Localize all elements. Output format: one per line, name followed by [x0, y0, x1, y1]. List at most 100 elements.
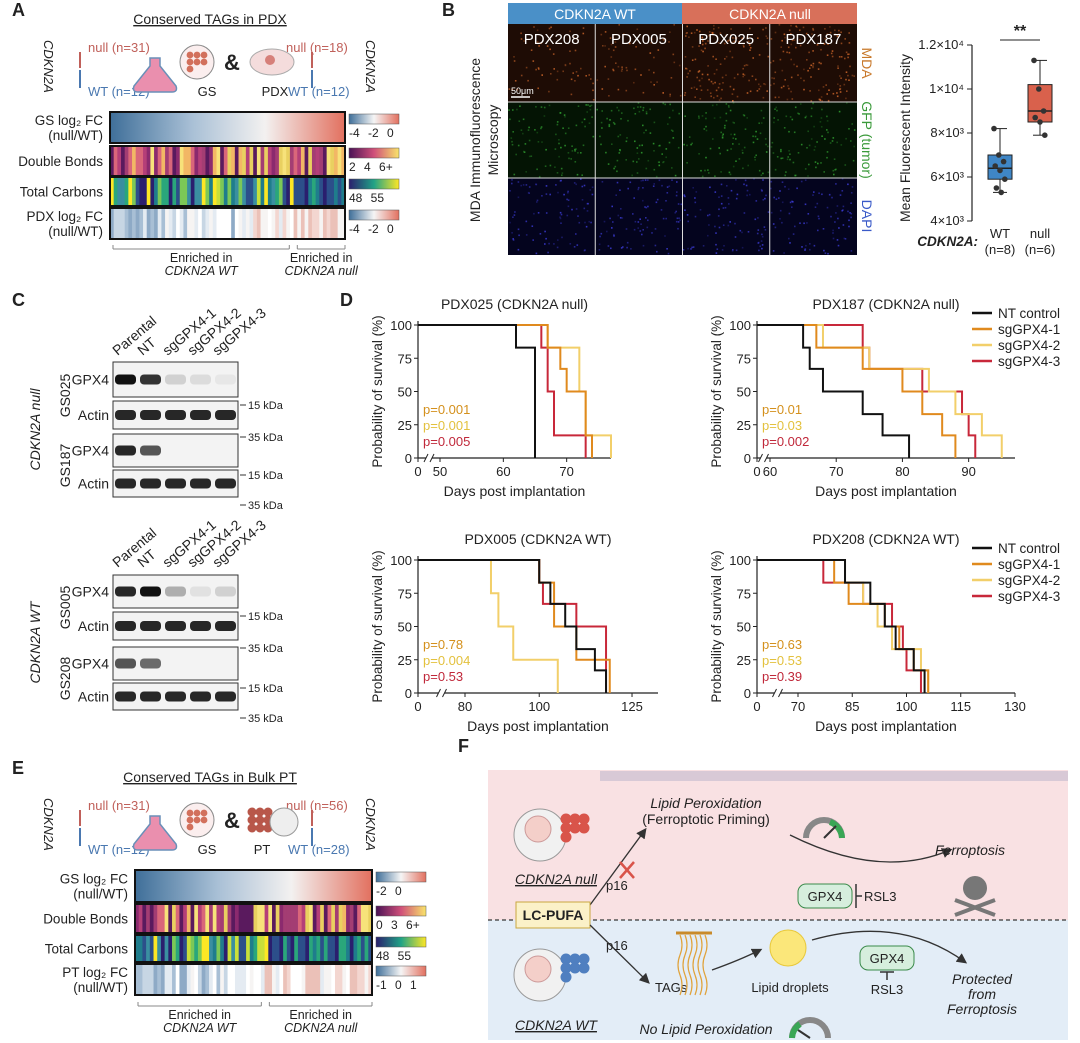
heatmap-cell	[322, 146, 328, 176]
micrograph-speck	[745, 184, 748, 187]
micrograph-speck	[539, 233, 542, 235]
micrograph-speck	[701, 175, 704, 178]
heatmap-cell	[121, 177, 126, 206]
micrograph-speck	[784, 36, 786, 39]
micrograph-speck	[560, 222, 562, 224]
heatmap-cell	[286, 177, 291, 206]
heatmap-cell	[186, 935, 192, 962]
heatmap-cell	[294, 904, 299, 933]
band	[165, 586, 186, 597]
heatmap-cell	[176, 177, 181, 206]
protein-label: GPX4	[72, 656, 110, 672]
micrograph-speck	[540, 126, 543, 128]
data-point	[1040, 108, 1047, 114]
micrograph-speck	[849, 65, 851, 68]
micrograph-speck	[723, 42, 726, 45]
micrograph-speck	[625, 140, 628, 143]
micrograph-speck	[564, 116, 566, 118]
heatmap-cell	[320, 904, 325, 933]
row-label: (null/WT)	[73, 980, 128, 995]
tumor-icon	[265, 55, 275, 65]
micrograph-speck	[724, 124, 726, 127]
amp-sign: &	[224, 808, 240, 833]
band	[190, 410, 211, 420]
sample-label: PDX187	[785, 31, 841, 48]
x-tick-label: 115	[950, 699, 971, 714]
x-tick-label: 125	[621, 699, 643, 714]
heatmap-border	[134, 963, 373, 996]
micrograph-speck	[771, 141, 774, 144]
micrograph-speck	[725, 74, 727, 76]
micrograph-speck	[568, 157, 570, 160]
gene-label: CDKN2A	[363, 40, 378, 93]
micrograph-speck	[616, 181, 619, 184]
heatmap-cell	[312, 964, 317, 995]
micrograph-speck	[755, 154, 757, 157]
micrograph-speck	[821, 193, 823, 196]
protein-label: Actin	[78, 407, 109, 423]
micrograph-speck	[707, 40, 709, 42]
heatmap-cell	[154, 177, 159, 206]
micrograph-speck	[516, 88, 518, 91]
y-axis-title: Mean Fluorescent Intensity	[897, 54, 913, 222]
micrograph-speck	[728, 171, 731, 174]
micrograph-speck	[662, 38, 665, 41]
micrograph-speck	[717, 86, 720, 89]
micrograph-speck	[741, 37, 744, 40]
micrograph-speck	[781, 69, 784, 72]
micrograph-speck	[847, 183, 849, 186]
model-label: PDX	[262, 84, 289, 99]
lipid-droplets: Lipid droplets	[751, 980, 829, 995]
x-tick-label: 70	[791, 699, 805, 714]
micrograph-speck	[720, 171, 722, 173]
micrograph-speck	[527, 129, 530, 131]
micrograph-speck	[538, 175, 541, 178]
micrograph-speck	[509, 118, 511, 121]
micrograph-speck	[525, 66, 528, 69]
heatmap-cell	[201, 146, 206, 176]
micrograph-speck	[701, 73, 704, 76]
micrograph-speck	[841, 190, 844, 192]
micrograph-speck	[596, 79, 599, 81]
micrograph-speck	[786, 51, 788, 54]
micrograph-speck	[732, 102, 735, 104]
x-tick-label: 60	[763, 464, 777, 479]
micrograph-speck	[694, 197, 696, 199]
micrograph-speck	[528, 126, 530, 129]
band	[215, 374, 236, 385]
micrograph-speck	[789, 116, 792, 118]
heatmap-cell	[242, 964, 247, 995]
p-value: p=0.78	[423, 637, 463, 652]
heatmap-cell	[209, 935, 214, 962]
micrograph-speck	[621, 217, 624, 219]
micrograph-speck	[831, 196, 833, 199]
flask-icon	[132, 815, 178, 851]
tag-chain	[702, 934, 708, 996]
micrograph-speck	[732, 249, 734, 251]
heatmap-cell	[249, 935, 254, 962]
heatmap-cell	[138, 904, 143, 933]
legend-label: sgGPX4-1	[998, 322, 1060, 337]
micrograph-speck	[523, 40, 525, 42]
channel-label: MDA	[859, 47, 875, 79]
micrograph-speck	[772, 250, 775, 252]
micrograph-speck	[822, 228, 825, 230]
heatmap-cell	[179, 146, 184, 176]
micrograph-speck	[686, 144, 688, 147]
micrograph-speck	[741, 231, 743, 234]
micrograph-speck	[820, 126, 823, 128]
micrograph-speck	[788, 51, 791, 54]
chart-title: PDX005 (CDKN2A WT)	[464, 531, 611, 547]
heatmap-cell	[311, 177, 317, 206]
heatmap-cell	[268, 935, 273, 962]
tumor-cell	[569, 962, 581, 974]
heatmap-cell	[183, 935, 188, 962]
micrograph-speck	[612, 69, 615, 72]
micrograph-speck	[691, 46, 694, 48]
enriched-label: CDKN2A null	[284, 1021, 358, 1035]
micrograph-speck	[791, 39, 793, 42]
micrograph-speck	[605, 151, 607, 154]
micrograph-speck	[789, 153, 791, 155]
band	[140, 410, 161, 420]
heatmap-cell	[197, 935, 203, 962]
